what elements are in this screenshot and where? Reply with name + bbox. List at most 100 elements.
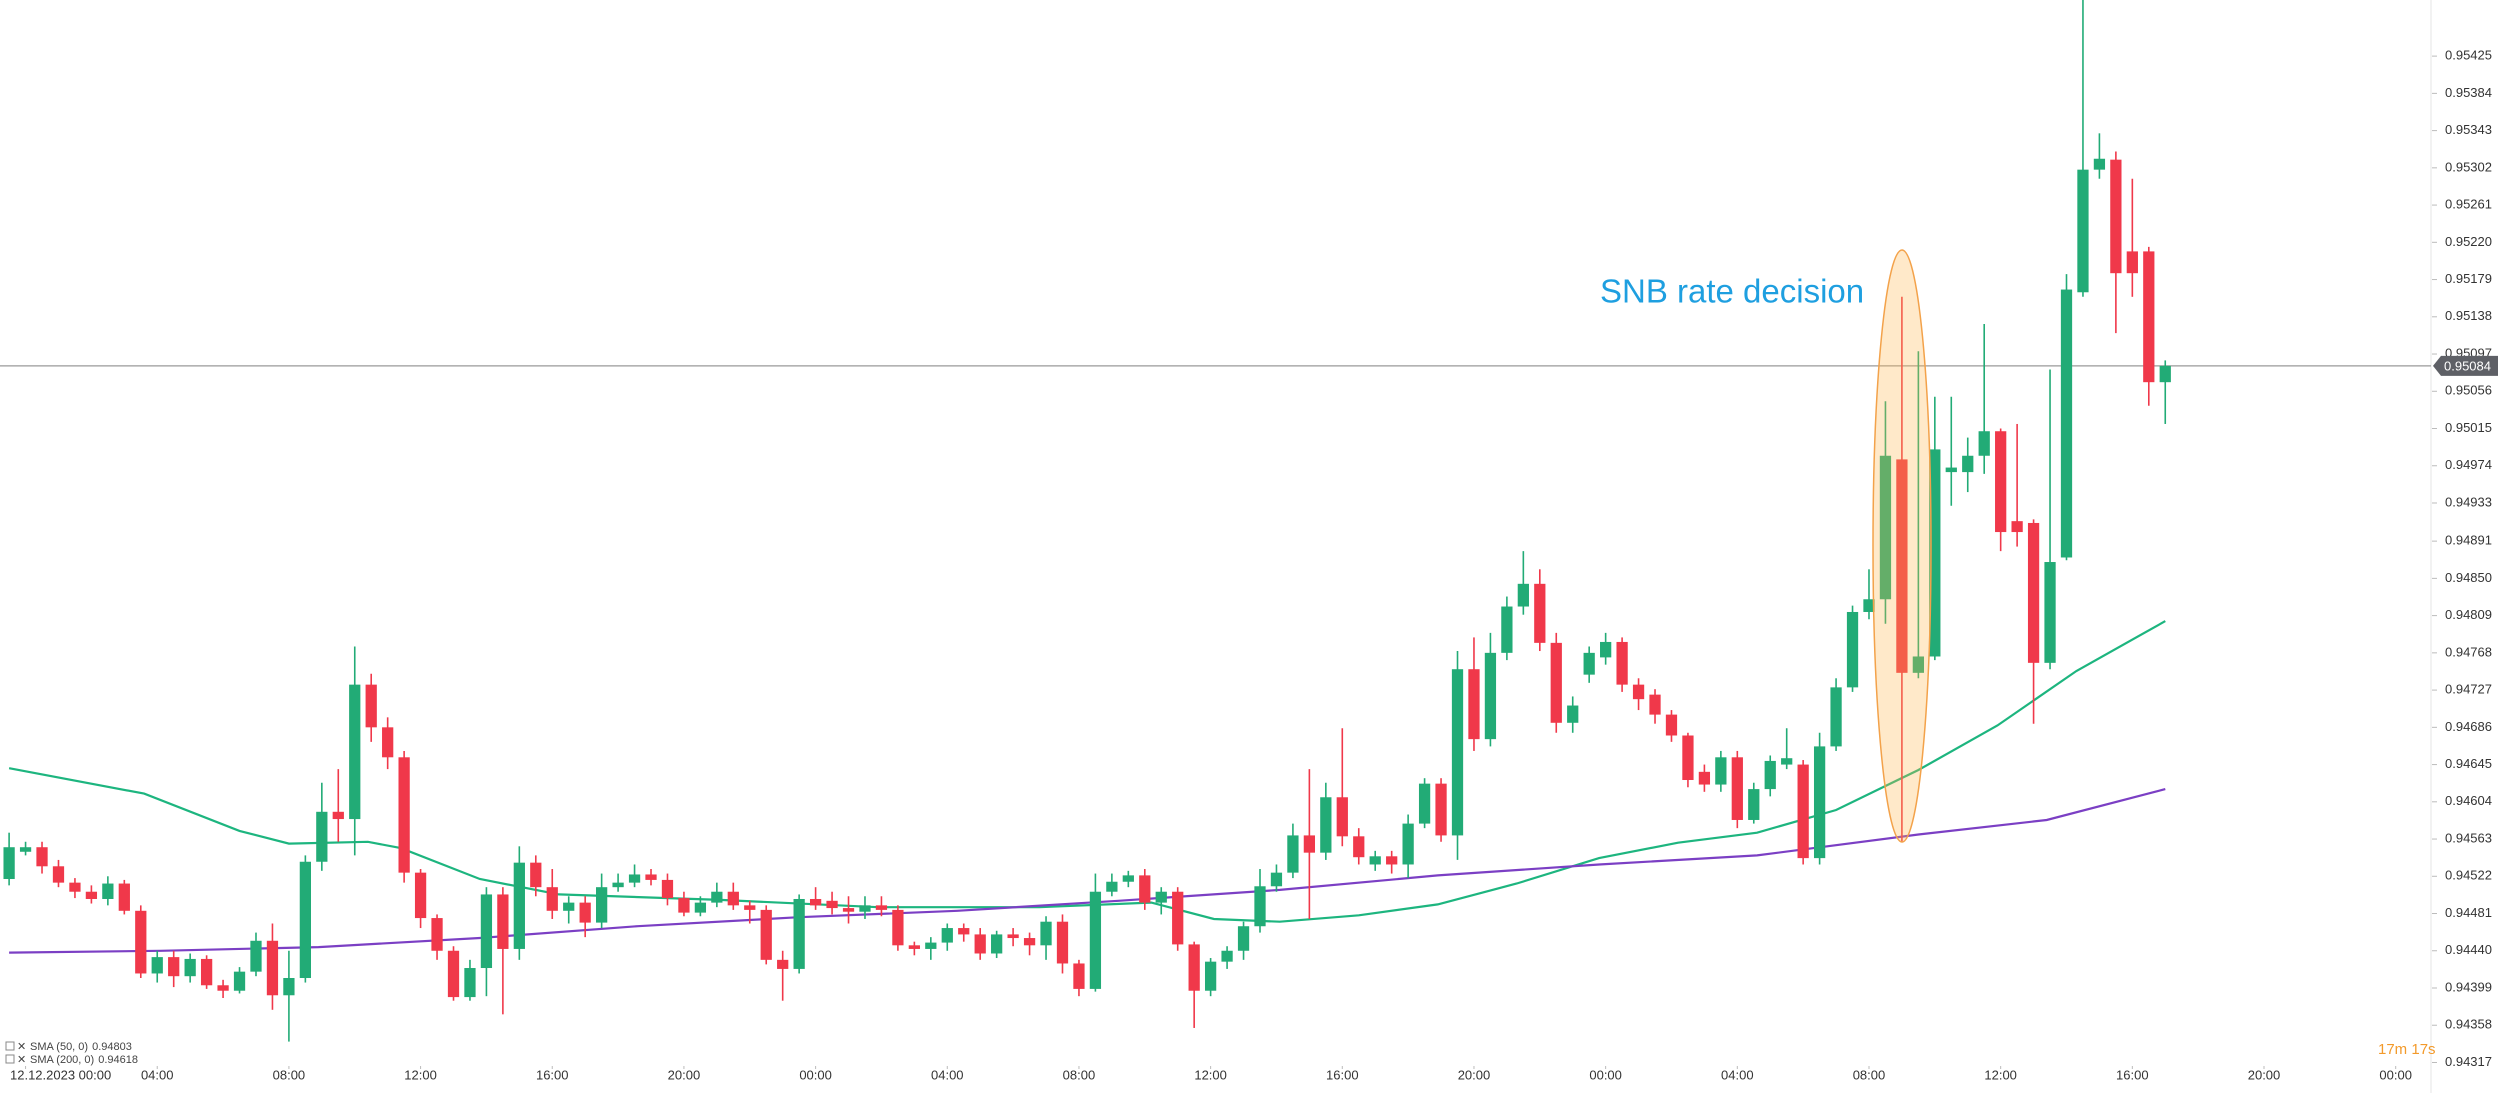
y-tick-label: 0.95261: [2445, 197, 2492, 212]
candle-body: [85, 891, 98, 899]
candle-body: [266, 940, 279, 996]
candle-body: [2060, 289, 2073, 558]
x-tick-label: 00:00: [799, 1067, 832, 1082]
candle-body: [118, 883, 130, 911]
candle-body: [1929, 449, 1941, 657]
candle-body: [447, 950, 460, 998]
candle-body: [1451, 669, 1464, 836]
x-tick-label: 20:00: [2248, 1067, 2281, 1082]
candle-body: [431, 918, 443, 951]
candle-body: [2044, 562, 2056, 663]
candle-body: [1122, 875, 1134, 882]
last-price-label: 0.95084: [2444, 358, 2491, 373]
candle-body: [382, 727, 394, 758]
y-tick-label: 0.94563: [2445, 830, 2492, 845]
y-tick-label: 0.94399: [2445, 979, 2492, 994]
candle-body: [1484, 652, 1497, 740]
candle-body: [464, 968, 476, 998]
x-tick-label: 04:00: [141, 1067, 174, 1082]
candle-body: [2077, 169, 2089, 293]
candle-body: [1204, 961, 1217, 991]
candle-body: [69, 882, 81, 892]
candle-body: [299, 861, 311, 979]
candle-body: [1632, 684, 1645, 700]
candle-body: [892, 909, 904, 946]
candle-body: [1089, 891, 1102, 989]
candle-body: [151, 957, 163, 974]
candle-body: [1386, 856, 1398, 865]
candle-body: [661, 879, 674, 899]
sma-line: [8, 620, 2166, 923]
candle-body: [1188, 944, 1200, 991]
y-tick-label: 0.95425: [2445, 48, 2492, 63]
candle-body: [102, 883, 114, 899]
legend-name: SMA (50, 0): [30, 1041, 88, 1053]
candle-body: [1303, 835, 1316, 853]
candle-body: [958, 928, 970, 935]
candle-body: [365, 684, 377, 728]
x-tick-label: 12:00: [1984, 1067, 2017, 1082]
candle-body: [1665, 714, 1678, 736]
candle-body: [1567, 705, 1579, 723]
y-tick-label: 0.94481: [2445, 905, 2492, 920]
plot-underlay: [0, 0, 2437, 1093]
candle-body: [1995, 431, 2007, 533]
x-tick-label: 12.12.2023 00:00: [10, 1067, 111, 1082]
candle-body: [233, 971, 246, 991]
candle-body: [2027, 522, 2040, 663]
candle-body: [678, 898, 690, 913]
candle-body: [513, 862, 525, 949]
candle-body: [1781, 758, 1793, 765]
candle-body: [1270, 872, 1283, 887]
candle-body: [2093, 158, 2106, 170]
y-tick-label: 0.94604: [2445, 793, 2492, 808]
candle-body: [1254, 886, 1266, 927]
candle-body: [1813, 746, 1826, 859]
candle-body: [1682, 735, 1694, 781]
x-tick-label: 04:00: [931, 1067, 964, 1082]
candle-body: [1172, 891, 1184, 945]
legend-icon: [5, 1041, 15, 1051]
candle-body: [546, 887, 558, 911]
y-tick-label: 0.94974: [2445, 457, 2492, 472]
candle-body: [332, 811, 344, 820]
x-tick-label: 16:00: [2116, 1067, 2149, 1082]
y-tick-label: 0.94645: [2445, 756, 2492, 771]
candle-body: [283, 978, 295, 996]
candle-body: [1912, 656, 1924, 673]
candle-body: [52, 866, 65, 883]
candle-body: [414, 872, 427, 919]
candle-body: [744, 905, 756, 910]
candle-body: [3, 847, 15, 880]
candle-body: [1369, 856, 1381, 865]
candle-body: [908, 945, 920, 949]
candle-body: [250, 940, 262, 972]
candle-body: [349, 684, 361, 820]
candle-body: [1649, 694, 1661, 715]
candle-body: [760, 909, 772, 960]
y-tick-label: 0.95179: [2445, 271, 2492, 286]
legend-icon: [5, 1054, 15, 1064]
y-tick-label: 0.94727: [2445, 682, 2492, 697]
candle-body: [1962, 455, 1974, 473]
y-tick-label: 0.94933: [2445, 494, 2492, 509]
y-tick-label: 0.94891: [2445, 533, 2492, 548]
y-tick-label: 0.95056: [2445, 383, 2492, 398]
y-tick-label: 0.95220: [2445, 234, 2492, 249]
candle-body: [1402, 823, 1414, 865]
candle-body: [1007, 934, 1019, 939]
candle-body: [941, 928, 953, 943]
y-tick-label: 0.94809: [2445, 607, 2492, 622]
candle-body: [925, 942, 937, 949]
x-tick-label: 20:00: [668, 1067, 701, 1082]
y-tick-label: 0.95015: [2445, 420, 2492, 435]
legend-name: SMA (200, 0): [30, 1054, 94, 1066]
candle-body: [628, 874, 641, 883]
candle-body: [974, 934, 986, 954]
candle-body: [1534, 583, 1546, 643]
x-tick-label: 12:00: [1194, 1067, 1227, 1082]
candle-body: [859, 905, 871, 912]
candle-body: [875, 905, 888, 910]
y-tick-label: 0.94440: [2445, 942, 2492, 957]
candle-body: [1879, 455, 1892, 600]
